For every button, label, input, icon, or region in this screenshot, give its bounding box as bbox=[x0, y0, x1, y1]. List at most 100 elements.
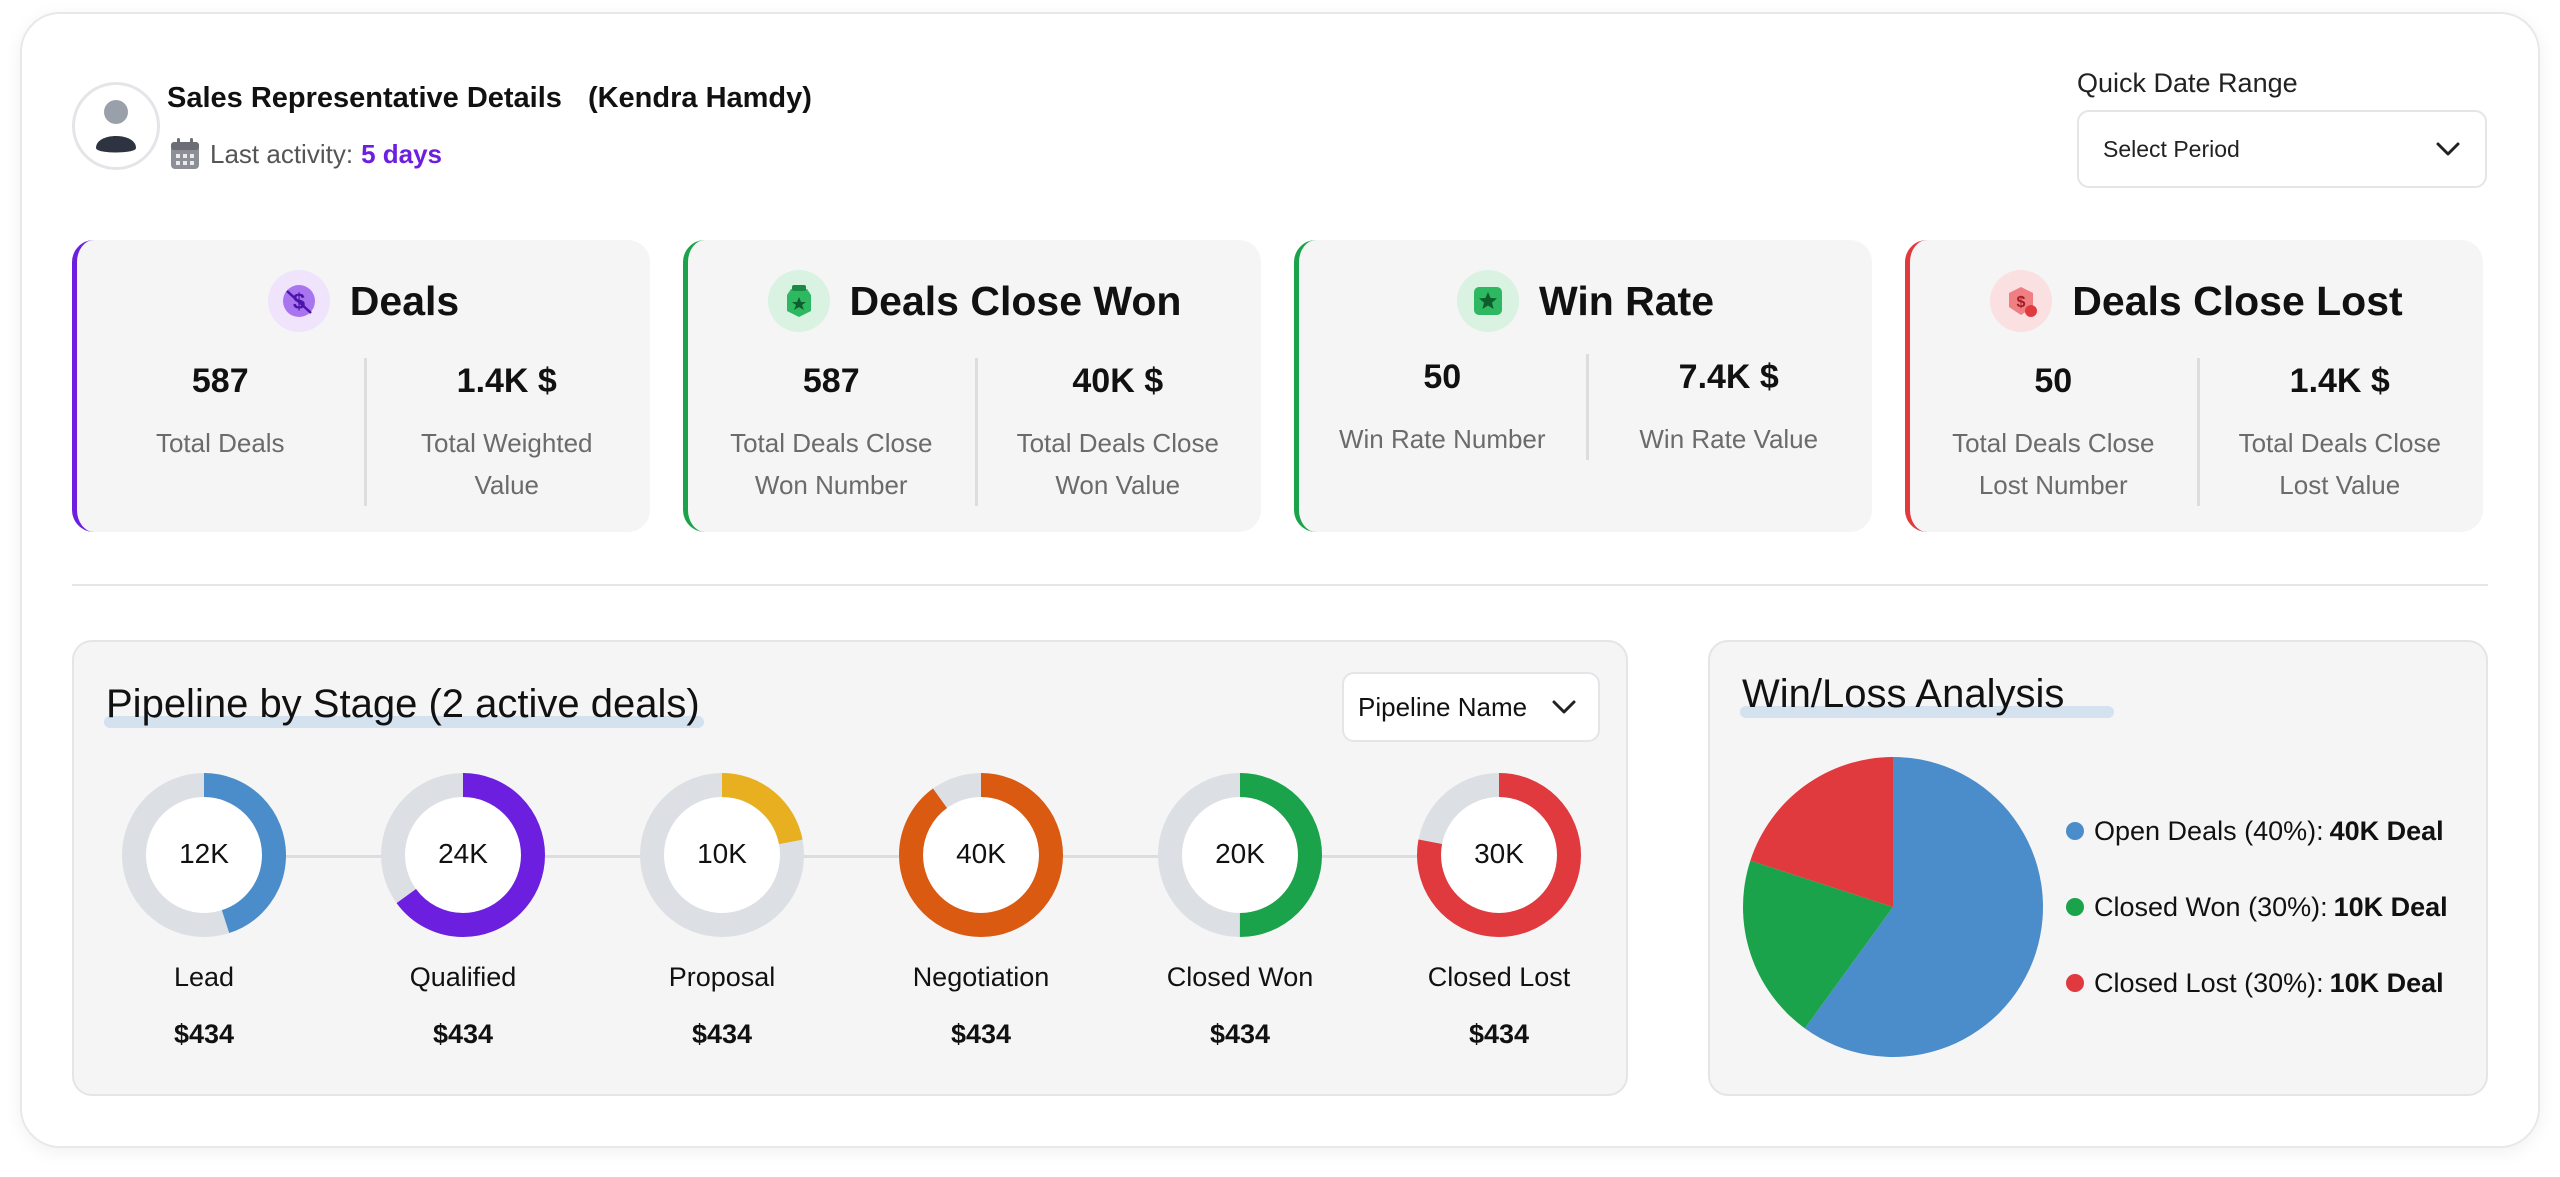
stage-name: Closed Won bbox=[1166, 962, 1314, 992]
kpi-left-value: 587 bbox=[191, 362, 249, 400]
stage-amount: $434 bbox=[1468, 1019, 1530, 1049]
kpi-card-deals-close-won: Deals Close Won 587 Total Deals Close Wo… bbox=[683, 240, 1261, 532]
stage-amount: $434 bbox=[950, 1019, 1012, 1049]
stage-proposal: 10K Proposal $434 bbox=[622, 770, 822, 1050]
kpi-right-label: Total Weighted Value bbox=[420, 428, 593, 500]
legend-item-closed-lost: Closed Lost (30%): 10K Deal bbox=[2066, 966, 2448, 1000]
donut-arc bbox=[1417, 773, 1581, 937]
quick-date-range-label: Quick Date Range bbox=[2077, 68, 2298, 98]
stage-amount: $434 bbox=[432, 1019, 494, 1049]
legend-item-open: Open Deals (40%): 40K Deal bbox=[2066, 814, 2448, 848]
tag-dollar-icon: $ bbox=[1990, 270, 2053, 332]
legend-label: Open Deals (40%): bbox=[2094, 815, 2324, 846]
kpi-card-win-rate: Win Rate 50 Win Rate Number 7.4K $ Win R… bbox=[1294, 240, 1872, 532]
stage-donut bbox=[1158, 773, 1322, 937]
kpi-left-label: Win Rate Number bbox=[1338, 424, 1546, 454]
legend-value: 10K Deal bbox=[2333, 891, 2448, 922]
donut-arc bbox=[899, 773, 1063, 937]
stage-value: 10K bbox=[697, 838, 747, 869]
stage-value: 40K bbox=[956, 838, 1006, 869]
kpi-left-value: 587 bbox=[802, 362, 860, 400]
kpi-right-label: Win Rate Value bbox=[1639, 424, 1819, 454]
pipeline-panel: Pipeline by Stage (2 active deals) Pipel… bbox=[72, 640, 1628, 1096]
kpi-right-value: 7.4K $ bbox=[1678, 358, 1779, 396]
stage-name: Qualified bbox=[409, 962, 517, 992]
chevron-down-icon bbox=[2436, 142, 2460, 156]
kpi-right-value: 1.4K $ bbox=[2289, 362, 2390, 400]
stage-name: Closed Lost bbox=[1427, 962, 1571, 992]
kpi-title: Deals Close Won bbox=[849, 277, 1182, 324]
stage-qualified: 24K Qualified $434 bbox=[363, 770, 563, 1050]
kpi-card-deals-close-lost: $ Deals Close Lost 50 Total Deals Close … bbox=[1905, 240, 2483, 532]
kpi-left-label: Total Deals Close Won Number bbox=[730, 428, 933, 500]
kpi-right-value: 40K $ bbox=[1072, 362, 1164, 400]
kpi-title: Deals bbox=[349, 277, 460, 324]
legend-value: 40K Deal bbox=[2329, 815, 2444, 846]
pipeline-name-value: Pipeline Name bbox=[1358, 691, 1528, 722]
quick-date-range-value: Select Period bbox=[2103, 135, 2240, 162]
rep-name: (Kendra Hamdy) bbox=[587, 82, 812, 114]
badge-star-icon bbox=[767, 270, 830, 332]
svg-text:$: $ bbox=[2017, 294, 2026, 311]
stage-amount: $434 bbox=[173, 1019, 235, 1049]
donut-arc bbox=[381, 773, 545, 937]
legend-dot bbox=[2066, 974, 2084, 992]
stage-negotiation: 40K Negotiation $434 bbox=[881, 770, 1081, 1050]
kpi-card-deals: $ Deals 587 Total Deals 1.4K $ Total Wei… bbox=[72, 240, 650, 532]
pie-slice-2 bbox=[1750, 757, 1893, 907]
stage-value: 30K bbox=[1474, 838, 1524, 869]
win-loss-panel: Win/Loss Analysis Open Deals (40%): 40K … bbox=[1708, 640, 2488, 1096]
divider bbox=[974, 358, 978, 506]
legend-label: Closed Lost (30%): bbox=[2094, 967, 2324, 998]
kpi-right-label: Total Deals Close Won Value bbox=[1016, 428, 1219, 500]
stage-name: Negotiation bbox=[912, 962, 1050, 992]
stage-donut bbox=[899, 773, 1063, 937]
stage-connector bbox=[204, 855, 1504, 858]
pipeline-title: Pipeline by Stage (2 active deals) bbox=[106, 682, 700, 726]
stage-value: 24K bbox=[438, 838, 488, 869]
kpi-left-label: Total Deals bbox=[155, 428, 285, 458]
section-divider bbox=[72, 584, 2488, 586]
stage-donut bbox=[1417, 773, 1581, 937]
chevron-down-icon bbox=[1552, 700, 1576, 714]
stage-closed-lost: 30K Closed Lost $434 bbox=[1399, 770, 1599, 1050]
star-icon bbox=[1456, 270, 1519, 332]
pipeline-name-select[interactable]: Pipeline Name bbox=[1342, 672, 1600, 742]
legend-item-closed-won: Closed Won (30%): 10K Deal bbox=[2066, 890, 2448, 924]
quick-date-range-select[interactable]: Select Period bbox=[2077, 110, 2487, 188]
stage-amount: $434 bbox=[691, 1019, 753, 1049]
win-loss-title: Win/Loss Analysis bbox=[1742, 672, 2065, 716]
donut-arc bbox=[122, 773, 286, 937]
legend-value: 10K Deal bbox=[2329, 967, 2444, 998]
pie-slice-1 bbox=[1743, 860, 1893, 1029]
title-underline bbox=[1740, 706, 2114, 718]
donut-arc bbox=[640, 773, 804, 937]
stage-name: Lead bbox=[173, 962, 235, 992]
donut-arc bbox=[1158, 773, 1322, 937]
kpi-title: Deals Close Lost bbox=[2072, 277, 2403, 324]
pie-slice-0 bbox=[1804, 757, 2043, 1057]
kpi-left-value: 50 bbox=[1423, 358, 1462, 396]
kpi-left-label: Total Deals Close Lost Number bbox=[1952, 428, 2155, 500]
stage-donut bbox=[381, 773, 545, 937]
legend-dot bbox=[2066, 898, 2084, 916]
stage-amount: $434 bbox=[1209, 1019, 1271, 1049]
last-activity-label: Last activity: bbox=[210, 138, 354, 169]
stage-closed-won: 20K Closed Won $434 bbox=[1140, 770, 1340, 1050]
user-icon bbox=[96, 100, 136, 153]
stage-donut bbox=[640, 773, 804, 937]
divider bbox=[1585, 354, 1589, 460]
title-underline bbox=[104, 716, 704, 728]
dollar-icon: $ bbox=[267, 270, 330, 332]
last-activity-value: 5 days bbox=[361, 138, 443, 169]
calendar-icon bbox=[170, 138, 200, 170]
last-activity: Last activity: 5 days bbox=[170, 138, 442, 170]
stage-value: 20K bbox=[1215, 838, 1265, 869]
kpi-right-label: Total Deals Close Lost Value bbox=[2238, 428, 2441, 500]
stage-name: Proposal bbox=[668, 962, 776, 992]
kpi-left-value: 50 bbox=[2034, 362, 2073, 400]
page-title: Sales Representative Details (Kendra Hamd… bbox=[167, 82, 812, 115]
legend-label: Closed Won (30%): bbox=[2094, 891, 2328, 922]
kpi-right-value: 1.4K $ bbox=[456, 362, 557, 400]
win-loss-pie-chart bbox=[1743, 757, 2043, 1057]
